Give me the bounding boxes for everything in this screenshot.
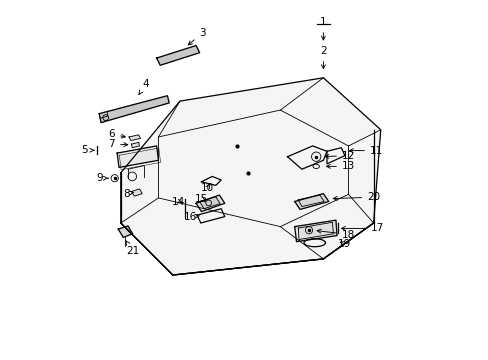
Text: 16: 16 (183, 212, 199, 221)
Text: 12: 12 (325, 150, 354, 161)
Text: 1: 1 (320, 17, 326, 40)
Text: 17: 17 (341, 224, 383, 233)
Polygon shape (129, 135, 140, 140)
Polygon shape (121, 78, 380, 275)
Text: 15: 15 (194, 194, 208, 204)
Polygon shape (294, 194, 328, 210)
Text: 21: 21 (125, 241, 139, 256)
Polygon shape (117, 146, 158, 167)
Polygon shape (118, 226, 132, 237)
Text: 2: 2 (320, 46, 326, 69)
Text: 8: 8 (122, 189, 133, 199)
Text: 20: 20 (333, 192, 379, 202)
Text: 14: 14 (172, 197, 185, 207)
Text: 13: 13 (326, 161, 354, 171)
Text: 4: 4 (139, 79, 149, 94)
Text: 5: 5 (81, 145, 94, 155)
Polygon shape (294, 220, 336, 242)
Polygon shape (131, 189, 142, 196)
Polygon shape (196, 195, 224, 212)
Text: 10: 10 (201, 183, 214, 193)
Polygon shape (156, 45, 199, 65)
Text: 7: 7 (108, 139, 127, 149)
Text: 3: 3 (188, 28, 205, 45)
Text: 19: 19 (338, 239, 351, 249)
Polygon shape (99, 96, 169, 123)
Text: 9: 9 (96, 173, 108, 183)
Text: 18: 18 (316, 229, 354, 239)
Polygon shape (199, 197, 220, 209)
Text: 6: 6 (108, 129, 125, 139)
Polygon shape (131, 142, 139, 148)
Text: 11: 11 (349, 145, 382, 156)
